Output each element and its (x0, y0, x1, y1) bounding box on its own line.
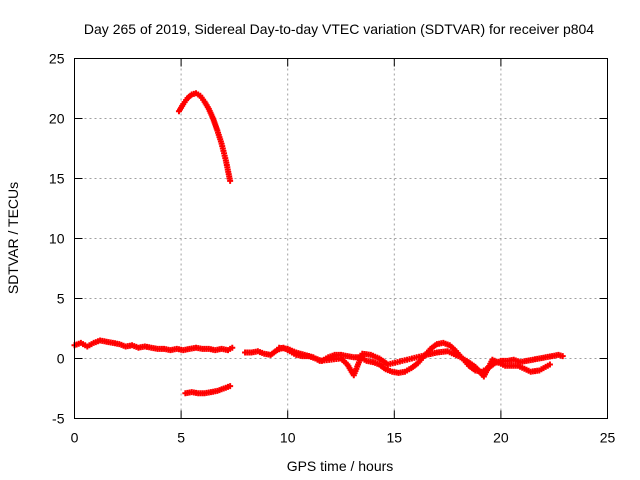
data-point (229, 344, 236, 351)
series-main-trace (71, 337, 236, 354)
data-layer (71, 90, 566, 397)
data-point (546, 361, 553, 368)
chart-title: Day 265 of 2019, Sidereal Day-to-day VTE… (84, 21, 594, 37)
x-tick-label: 25 (600, 430, 616, 446)
grid (74, 58, 608, 419)
ticks (74, 58, 608, 419)
x-tick-label: 20 (493, 430, 509, 446)
y-axis-label: SDTVAR / TECUs (5, 182, 21, 294)
y-tick-label: 25 (49, 51, 65, 67)
data-point (227, 177, 234, 184)
series-high-arc (175, 90, 234, 184)
x-tick-label: 10 (280, 430, 296, 446)
y-tick-label: 20 (49, 111, 65, 127)
y-tick-label: 5 (57, 291, 65, 307)
x-tick-label: 15 (387, 430, 403, 446)
y-tick-label: 15 (49, 171, 65, 187)
x-tick-label: 0 (71, 430, 79, 446)
x-tick-label: 5 (177, 430, 185, 446)
x-axis-label: GPS time / hours (287, 458, 394, 474)
data-point (559, 353, 566, 360)
series-secondary-branches (276, 344, 553, 380)
x-tick-labels: 0 5 10 15 20 25 (71, 430, 616, 446)
y-tick-label: 10 (49, 231, 65, 247)
y-tick-label: 0 (57, 351, 65, 367)
data-point (227, 383, 234, 390)
y-tick-labels: -5 0 5 10 15 20 25 (49, 51, 65, 427)
series-negative-segment (182, 383, 234, 397)
y-tick-label: -5 (52, 411, 65, 427)
